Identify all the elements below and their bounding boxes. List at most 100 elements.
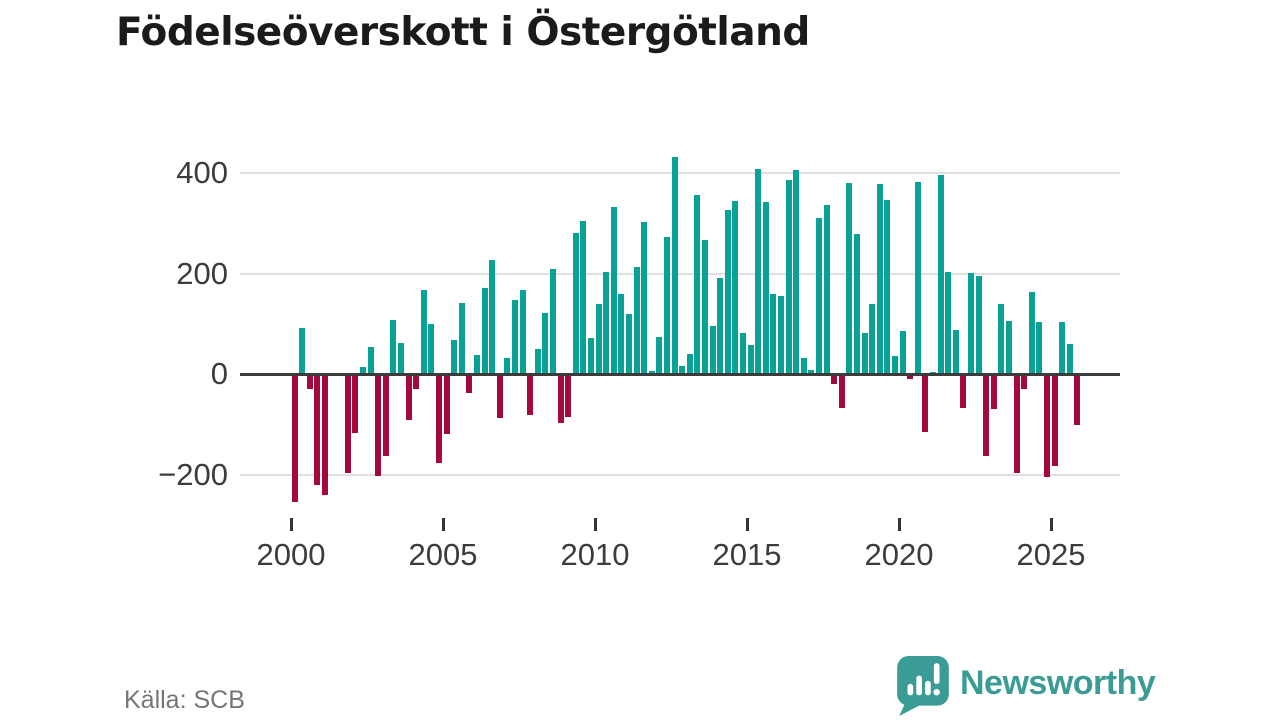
bar <box>1059 322 1066 374</box>
gridline <box>240 272 1120 275</box>
x-axis-label: 2020 <box>864 537 934 572</box>
bar <box>398 342 404 374</box>
bar <box>1066 344 1073 374</box>
gridline <box>240 473 1120 476</box>
bar <box>694 194 701 374</box>
x-axis-tick <box>593 518 597 531</box>
x-axis-label: 2010 <box>560 537 630 572</box>
bar <box>664 236 670 374</box>
bar <box>793 170 800 374</box>
bar <box>314 374 321 485</box>
bar <box>367 347 374 374</box>
bar <box>610 206 617 374</box>
bar <box>626 314 632 374</box>
bar <box>428 323 435 374</box>
bar <box>1006 321 1012 374</box>
bar <box>299 327 306 374</box>
bar <box>344 374 351 474</box>
bar <box>732 200 739 374</box>
bar <box>580 220 587 374</box>
bar <box>322 374 328 495</box>
bar <box>534 348 541 374</box>
bar <box>436 374 442 463</box>
x-axis-label: 2015 <box>712 537 782 572</box>
bar <box>892 356 898 374</box>
bar <box>512 299 518 374</box>
y-axis-label: 400 <box>176 155 228 190</box>
bar <box>474 355 480 374</box>
bar <box>603 271 610 374</box>
bar <box>458 302 465 374</box>
bar <box>557 374 564 423</box>
bar <box>641 222 648 374</box>
bar <box>854 234 860 374</box>
bar <box>306 374 313 390</box>
bar <box>755 168 762 374</box>
bar <box>709 326 716 374</box>
bar <box>1074 374 1081 426</box>
bar <box>1051 374 1058 466</box>
bar <box>838 374 845 408</box>
bar <box>808 369 815 374</box>
bar <box>747 344 754 374</box>
bar <box>778 296 784 374</box>
bar <box>466 374 473 393</box>
bar <box>382 374 389 456</box>
bar <box>375 374 382 476</box>
y-axis-label: −200 <box>158 456 228 492</box>
bar <box>998 304 1005 374</box>
bar <box>405 374 412 421</box>
bar <box>451 339 458 374</box>
bar <box>762 201 769 374</box>
bar <box>413 374 420 389</box>
bar <box>588 337 594 374</box>
bar <box>360 367 366 374</box>
bar <box>686 353 693 374</box>
bar <box>1028 292 1035 374</box>
x-axis-tick <box>441 518 445 531</box>
bar <box>519 290 526 374</box>
bar <box>618 294 625 374</box>
bar <box>983 374 990 456</box>
bar <box>352 374 359 433</box>
x-axis-tick <box>289 518 293 531</box>
bar <box>481 287 488 374</box>
zero-axis-line <box>240 372 1120 376</box>
bar <box>1021 374 1028 390</box>
bar <box>785 179 792 374</box>
bar <box>702 239 708 374</box>
bar <box>884 199 891 374</box>
bar <box>671 156 678 374</box>
x-axis-label: 2005 <box>408 537 478 572</box>
newsworthy-wordmark: Newsworthy <box>960 664 1156 702</box>
bar <box>443 374 450 435</box>
bar <box>542 313 549 374</box>
gridline <box>240 172 1120 174</box>
source-note: Källa: SCB <box>124 686 245 714</box>
bar <box>800 357 807 374</box>
bar <box>291 374 298 503</box>
bar <box>831 374 838 385</box>
bar <box>496 374 503 418</box>
bar <box>960 374 967 408</box>
bar <box>504 357 511 374</box>
bar <box>922 374 929 432</box>
bar <box>952 330 959 374</box>
bar <box>816 218 822 374</box>
bar <box>990 374 997 409</box>
bar <box>550 269 556 374</box>
x-axis-label: 2000 <box>256 537 326 572</box>
bar <box>565 374 572 417</box>
newsworthy-logo: Newsworthy <box>896 655 1156 717</box>
bar <box>869 303 876 374</box>
bar <box>914 182 921 374</box>
bar <box>527 374 534 415</box>
bar <box>770 294 777 374</box>
bar <box>823 204 830 374</box>
bar <box>595 304 602 374</box>
bar <box>968 272 974 374</box>
bar <box>724 209 731 374</box>
bar <box>633 267 640 374</box>
bar <box>846 182 853 374</box>
